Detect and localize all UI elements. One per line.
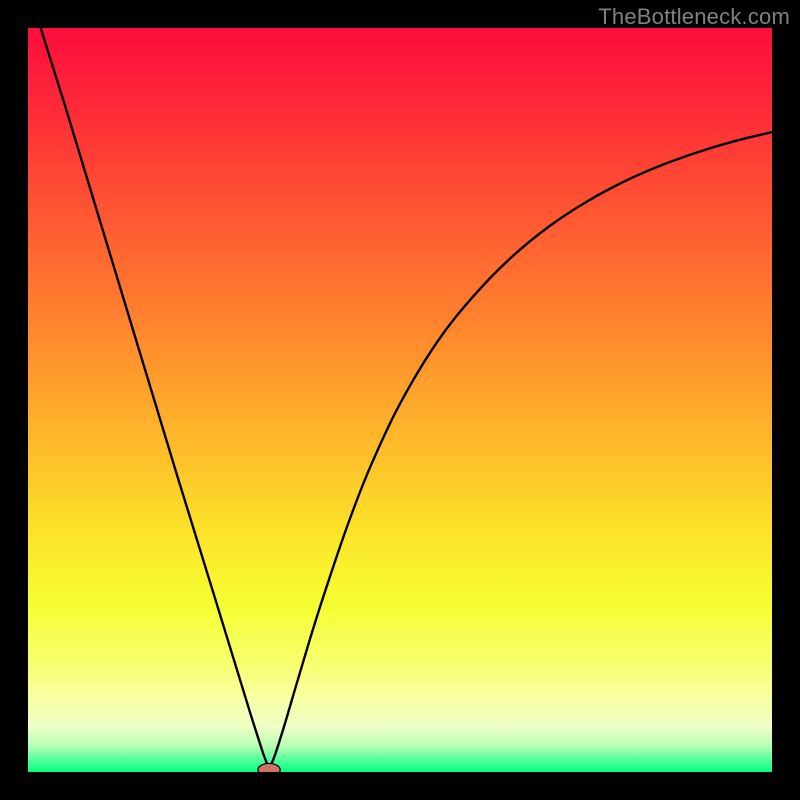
- chart-background: [28, 28, 772, 772]
- watermark-text: TheBottleneck.com: [598, 4, 790, 30]
- bottleneck-chart: [28, 28, 772, 772]
- plot-area: [28, 28, 772, 772]
- optimal-marker: [258, 763, 280, 772]
